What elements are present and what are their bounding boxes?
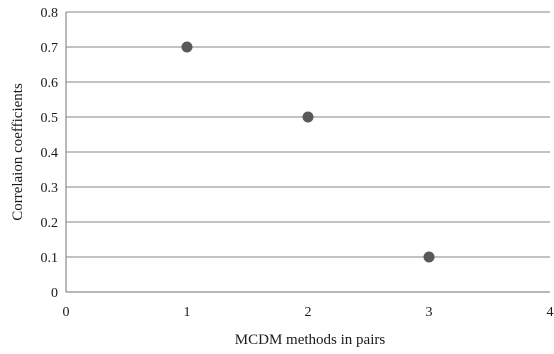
y-tick-label-3: 0.3 [41,181,59,196]
y-tick-label-4: 0.4 [41,146,59,161]
axes [65,12,550,293]
data-point-0-2 [423,251,435,263]
data-point-0-0 [181,41,193,53]
x-tick-label-4: 4 [547,305,554,320]
x-tick-label-1: 1 [184,305,191,320]
y-axis-title: Correlaion coefficients [10,83,26,221]
y-tick-label-0: 0 [51,286,58,301]
y-tick-label-2: 0.2 [41,216,59,231]
tick-labels: 0 0.1 0.2 0.3 0.4 0.5 0.6 0.7 0.8 0 1 2 3 4 [41,6,554,320]
y-tick-label-8: 0.8 [41,6,59,21]
x-axis-title: MCDM methods in pairs [235,332,386,348]
x-tick-label-2: 2 [305,305,312,320]
grid-lines [66,11,550,258]
x-tick-label-3: 3 [426,305,433,320]
data-points [181,41,435,263]
x-tick-label-0: 0 [63,305,70,320]
y-tick-label-7: 0.7 [41,41,59,56]
data-point-0-1 [302,111,314,123]
y-tick-label-6: 0.6 [41,76,59,91]
y-tick-label-5: 0.5 [41,111,59,126]
y-tick-label-1: 0.1 [41,251,59,266]
